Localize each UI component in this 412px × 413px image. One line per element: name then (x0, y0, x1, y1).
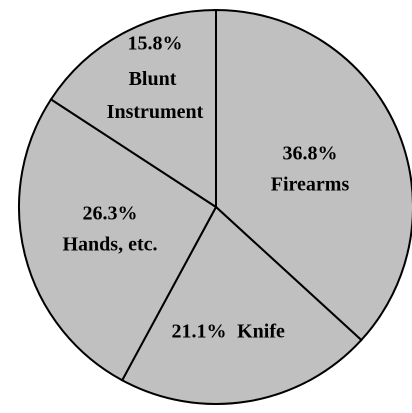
slice-percent: 36.8% (283, 143, 338, 165)
slice-label: Knife (237, 321, 285, 343)
slice-percent: 21.1% (172, 321, 227, 343)
slice-label: Firearms (271, 174, 350, 196)
slice-label: Blunt Instrument (107, 68, 204, 123)
pie-slice (215, 8, 412, 342)
pie-slice (120, 205, 363, 405)
slice-label: Hands, etc. (63, 234, 158, 256)
slice-percent: 15.8% (128, 33, 183, 55)
slice-percent: 26.3% (83, 203, 138, 225)
pie-slice (49, 8, 217, 209)
pie-slice (18, 97, 218, 382)
